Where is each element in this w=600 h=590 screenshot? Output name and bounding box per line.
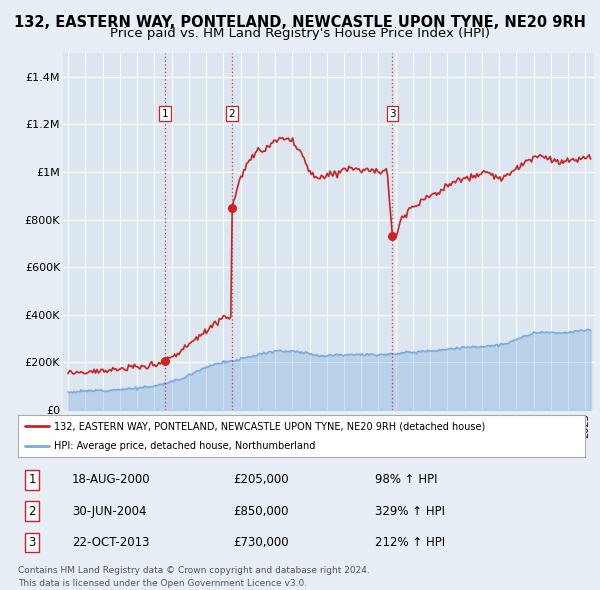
Text: 18-AUG-2000: 18-AUG-2000 [72,473,151,487]
Text: 30-JUN-2004: 30-JUN-2004 [72,504,146,518]
Text: 3: 3 [389,109,396,119]
Text: £850,000: £850,000 [233,504,289,518]
Text: 329% ↑ HPI: 329% ↑ HPI [375,504,445,518]
Text: 132, EASTERN WAY, PONTELAND, NEWCASTLE UPON TYNE, NE20 9RH (detached house): 132, EASTERN WAY, PONTELAND, NEWCASTLE U… [54,421,485,431]
Text: 3: 3 [28,536,36,549]
Text: 212% ↑ HPI: 212% ↑ HPI [375,536,445,549]
Text: 1: 1 [28,473,36,487]
Text: 22-OCT-2013: 22-OCT-2013 [72,536,149,549]
Text: 2: 2 [28,504,36,518]
Text: HPI: Average price, detached house, Northumberland: HPI: Average price, detached house, Nort… [54,441,315,451]
Text: 132, EASTERN WAY, PONTELAND, NEWCASTLE UPON TYNE, NE20 9RH: 132, EASTERN WAY, PONTELAND, NEWCASTLE U… [14,15,586,30]
Text: £730,000: £730,000 [233,536,289,549]
Text: Contains HM Land Registry data © Crown copyright and database right 2024.: Contains HM Land Registry data © Crown c… [18,566,370,575]
Text: 98% ↑ HPI: 98% ↑ HPI [375,473,438,487]
Text: 1: 1 [162,109,169,119]
Text: This data is licensed under the Open Government Licence v3.0.: This data is licensed under the Open Gov… [18,579,307,588]
Text: 2: 2 [229,109,235,119]
Text: £205,000: £205,000 [233,473,289,487]
Text: Price paid vs. HM Land Registry's House Price Index (HPI): Price paid vs. HM Land Registry's House … [110,27,490,40]
